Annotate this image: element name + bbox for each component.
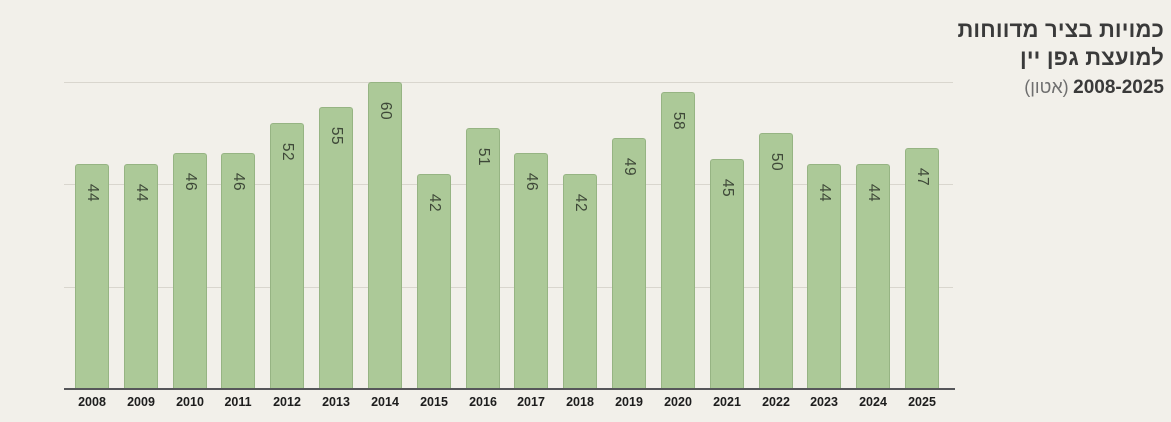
chart-title: כמויות בציר מדווחות למועצת גפן יין 2008-… <box>957 16 1164 101</box>
bar-2008: 44 <box>75 164 109 389</box>
bar-2013: 55 <box>319 107 353 389</box>
x-axis-tick-2025: 2025 <box>908 395 936 409</box>
bar-2022: 50 <box>759 133 793 389</box>
bar-value-label-2010: 46 <box>182 172 199 192</box>
x-axis-tick-2019: 2019 <box>615 395 643 409</box>
bar-value-label-2018: 42 <box>572 193 589 213</box>
bar-value-label-2015: 42 <box>426 193 443 213</box>
bar-2010: 46 <box>173 153 207 389</box>
bar-value-label-2020: 58 <box>670 111 687 131</box>
chart-title-subtitle: 2008-2025 (אטון) <box>957 75 1164 101</box>
bar-2025: 47 <box>905 148 939 389</box>
bar-2023: 44 <box>807 164 841 389</box>
x-axis-tick-2024: 2024 <box>859 395 887 409</box>
bar-value-label-2025: 47 <box>914 167 931 187</box>
bar-2024: 44 <box>856 164 890 389</box>
x-axis-tick-2008: 2008 <box>78 395 106 409</box>
x-axis-tick-2011: 2011 <box>224 395 252 409</box>
bar-value-label-2017: 46 <box>523 172 540 192</box>
gridline-60 <box>64 81 953 83</box>
bar-2019: 49 <box>612 138 646 389</box>
bar-2016: 51 <box>466 128 500 389</box>
bar-value-label-2019: 49 <box>621 157 638 177</box>
x-axis-tick-2016: 2016 <box>469 395 497 409</box>
x-axis-tick-2012: 2012 <box>273 395 301 409</box>
gridline-40 <box>64 184 953 186</box>
bar-value-label-2014: 60 <box>377 101 394 121</box>
x-axis-tick-2015: 2015 <box>420 395 448 409</box>
x-axis-tick-2013: 2013 <box>322 395 350 409</box>
x-axis-tick-2017: 2017 <box>517 395 545 409</box>
bar-value-label-2023: 44 <box>816 183 833 203</box>
bar-2015: 42 <box>417 174 451 389</box>
bar-value-label-2011: 46 <box>230 172 247 192</box>
x-axis-line <box>64 388 955 390</box>
chart-title-line2: למועצת גפן יין <box>1020 45 1164 70</box>
x-axis-tick-2010: 2010 <box>176 395 204 409</box>
x-axis-tick-2018: 2018 <box>566 395 594 409</box>
bar-value-label-2016: 51 <box>475 147 492 167</box>
bar-value-label-2021: 45 <box>719 178 736 198</box>
x-axis-tick-2022: 2022 <box>762 395 790 409</box>
bar-2014: 60 <box>368 82 402 389</box>
bar-2009: 44 <box>124 164 158 389</box>
bar-value-label-2008: 44 <box>84 183 101 203</box>
bar-2012: 52 <box>270 123 304 389</box>
x-axis-tick-2023: 2023 <box>810 395 838 409</box>
bar-2020: 58 <box>661 92 695 389</box>
chart-title-unit: (אטון) <box>1024 77 1069 97</box>
x-axis-tick-2020: 2020 <box>664 395 692 409</box>
bar-2011: 46 <box>221 153 255 389</box>
x-axis-tick-2009: 2009 <box>127 395 155 409</box>
bar-value-label-2009: 44 <box>133 183 150 203</box>
chart-title-year-range: 2008-2025 <box>1073 77 1164 98</box>
chart-title-line1: כמויות בציר מדווחות <box>957 17 1164 42</box>
bar-value-label-2024: 44 <box>865 183 882 203</box>
bar-2018: 42 <box>563 174 597 389</box>
bar-2021: 45 <box>710 159 744 389</box>
bar-value-label-2012: 52 <box>279 142 296 162</box>
bar-value-label-2013: 55 <box>328 126 345 146</box>
bar-2017: 46 <box>514 153 548 389</box>
gridline-20 <box>64 286 953 288</box>
bar-value-label-2022: 50 <box>768 152 785 172</box>
x-axis-tick-2014: 2014 <box>371 395 399 409</box>
x-axis-tick-2021: 2021 <box>713 395 741 409</box>
